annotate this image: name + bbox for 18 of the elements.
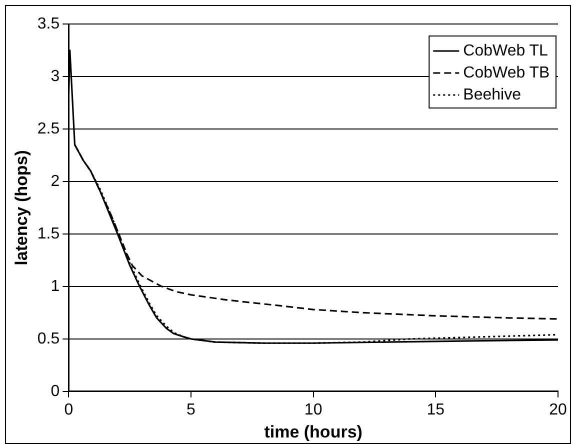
x-axis-title: time (hours) <box>264 422 362 442</box>
y-axis-title: latency (hops) <box>12 150 31 266</box>
y-tick-label: 1 <box>50 278 60 295</box>
x-tick-label: 5 <box>186 401 196 418</box>
legend-label: CobWeb TB <box>463 64 550 82</box>
y-tick-label: 3 <box>50 68 60 85</box>
legend-label: CobWeb TL <box>463 42 548 60</box>
x-tick-label: 10 <box>304 401 322 418</box>
y-tick-label: 2.5 <box>37 120 60 138</box>
x-tick-label: 0 <box>64 401 74 418</box>
y-tick-label: 0 <box>50 382 60 400</box>
y-tick-label: 2 <box>50 172 60 190</box>
x-tick-label: 20 <box>549 401 567 418</box>
x-tick-label: 15 <box>426 401 445 418</box>
legend-label: Beehive <box>463 86 522 104</box>
y-tick-label: 0.5 <box>37 330 60 348</box>
y-tick-label: 3.5 <box>37 15 60 32</box>
y-tick-label: 1.5 <box>37 225 60 242</box>
